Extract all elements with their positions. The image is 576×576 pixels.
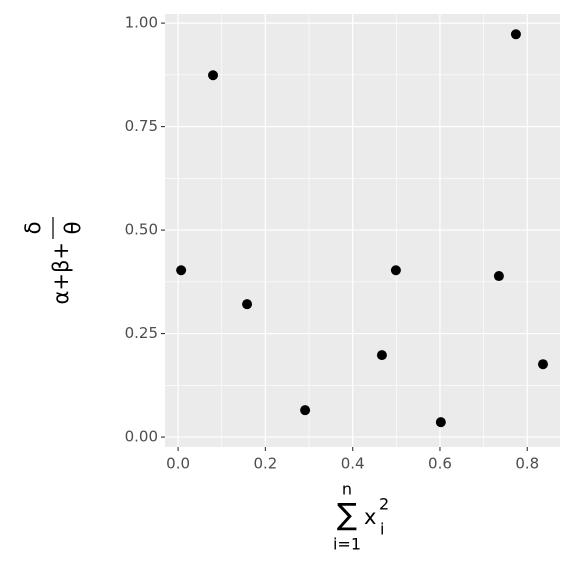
- y-tick-label: 1.00: [125, 14, 158, 32]
- x-title-sub: i: [380, 520, 384, 539]
- x-tick-label: 0.8: [515, 455, 539, 473]
- y-axis-title: α+β+ δ θ: [21, 217, 85, 304]
- point: [376, 350, 387, 361]
- y-title-left: α+β+: [49, 242, 73, 304]
- point: [537, 359, 548, 370]
- x-title-upper: n: [342, 480, 352, 499]
- x-title-base: x: [364, 505, 376, 529]
- point: [493, 271, 504, 282]
- point: [435, 417, 446, 428]
- y-title-numerator: δ: [21, 222, 45, 235]
- x-tick-label: 0.0: [166, 455, 190, 473]
- point: [242, 299, 253, 310]
- y-tick-label: 0.00: [125, 428, 158, 446]
- point: [510, 29, 521, 40]
- point: [300, 405, 311, 416]
- x-tick-label: 0.2: [253, 455, 277, 473]
- x-tick-label: 0.6: [428, 455, 452, 473]
- point: [208, 70, 219, 81]
- x-tick-label: 0.4: [341, 455, 365, 473]
- y-tick-label: 0.75: [125, 117, 158, 135]
- y-title-denominator: θ: [61, 222, 85, 235]
- x-axis-title: n ∑ i=1 x 2 i: [333, 480, 389, 554]
- x-title-sup: 2: [379, 495, 389, 514]
- y-tick-label: 0.50: [125, 221, 158, 239]
- y-tick-label: 0.25: [125, 324, 158, 342]
- point: [176, 265, 187, 276]
- point: [390, 265, 401, 276]
- x-title-lower: i=1: [333, 535, 361, 554]
- x-title-sum: ∑: [337, 498, 357, 533]
